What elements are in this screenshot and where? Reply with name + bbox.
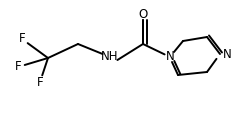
Text: O: O [138,8,147,22]
Text: N: N [223,48,232,60]
Text: F: F [15,60,21,73]
Text: F: F [19,33,25,45]
Text: F: F [37,76,43,88]
Text: NH: NH [101,50,119,64]
Text: N: N [166,50,174,64]
